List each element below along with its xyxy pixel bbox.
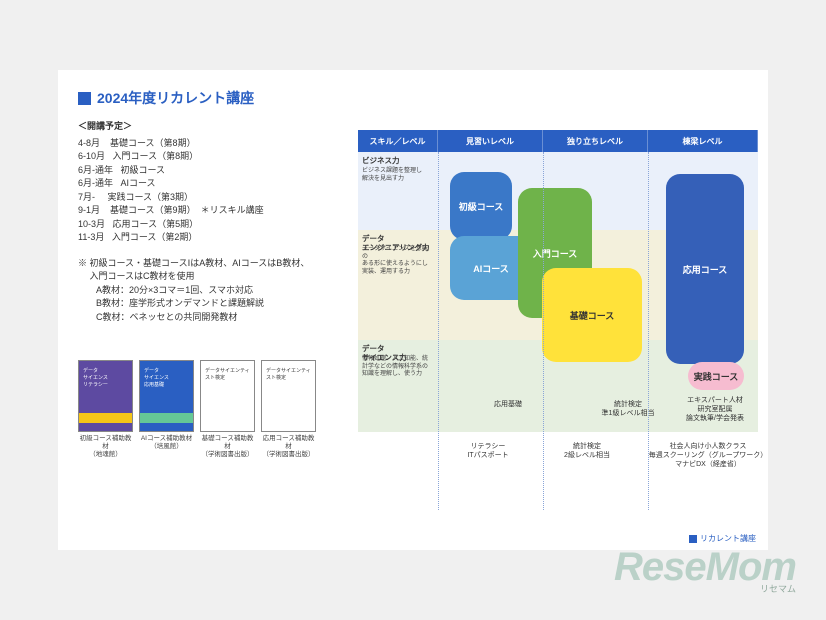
diagram-body: ビジネス力ビジネス課題を整理し 解決を見出す力データ エンジニアリング力データサ… — [358, 152, 758, 510]
book-band — [79, 413, 132, 423]
schedule-list: 4-8月 基礎コース（第8期）6-10月 入門コース（第8期）6月-通年 初級コ… — [78, 137, 348, 245]
book-item: データサイエンティスト検定基礎コース補助教材 （学術図書出版） — [200, 360, 255, 458]
footer-tag: リカレント講座 — [689, 533, 756, 544]
schedule-item: 11-3月 入門コース（第2期） — [78, 231, 348, 245]
footnote-label: エキスパート人材 研究室配属 論文執筆/学会発表 — [674, 396, 756, 423]
book-caption: AIコース補助教材 （培風館） — [139, 435, 194, 451]
book-caption: 初級コース補助教材 （地魂館） — [78, 435, 133, 458]
schedule-item: 10-3月 応用コース（第5期） — [78, 218, 348, 232]
schedule-item: 6-10月 入門コース（第8期） — [78, 150, 348, 164]
course-kiso: 基礎コース — [542, 268, 642, 362]
book-title: データサイエンティスト検定 — [266, 367, 311, 381]
book-caption: 応用コース補助教材 （学術図書出版） — [261, 435, 316, 458]
footnote-label: 統計検定 準1級レベル相当 — [588, 400, 668, 418]
row-desc: ビジネス課題を整理し 解決を見出す力 — [362, 168, 432, 183]
book-item: データサイエンティスト検定応用コース補助教材 （学術図書出版） — [261, 360, 316, 458]
footnote-label: 統計検定 2級レベル相当 — [542, 442, 632, 460]
page: 2024年度リカレント講座 ＜開講予定＞ 4-8月 基礎コース（第8期）6-10… — [58, 70, 768, 550]
materials-note: ※ 初級コース・基礎コースⅠはA教材、AIコースはB教材、 入門コースはC教材を… — [78, 257, 348, 325]
column-header: 見習いレベル — [438, 130, 543, 152]
course-shokyu: 初級コース — [450, 172, 512, 240]
left-column: ＜開講予定＞ 4-8月 基礎コース（第8期）6-10月 入門コース（第8期）6月… — [78, 120, 348, 324]
column-header: 独り立ちレベル — [543, 130, 648, 152]
course-oyo: 応用コース — [666, 174, 744, 364]
schedule-heading: ＜開講予定＞ — [78, 120, 348, 134]
course-jissen: 実践コース — [688, 362, 744, 390]
schedule-item: 6月-通年 AIコース — [78, 177, 348, 191]
book-title: データサイエンティスト検定 — [205, 367, 250, 381]
footnote-label: 社会人向け小人数クラス 毎週スクーリング（グループワーク） マナビDX（経産省） — [648, 442, 768, 469]
book-title: データ サイエンス 応用基礎 — [144, 367, 189, 388]
book-cover: データ サイエンス 応用基礎 — [139, 360, 194, 432]
column-separator — [648, 152, 649, 510]
book-item: データ サイエンス リテラシー初級コース補助教材 （地魂館） — [78, 360, 133, 458]
row-desc: 情報処理、人工知能、統 計学などの情報科学系の 知識を理解し、使う力 — [362, 356, 432, 379]
book-cover: データ サイエンス リテラシー — [78, 360, 133, 432]
row-desc: データサイエンスを意味の ある形に使えるようにし 実装、運用する力 — [362, 246, 432, 276]
schedule-item: 9-1月 基礎コース（第9期） ＊リスキル講座 — [78, 204, 348, 218]
row-label: ビジネス力 — [362, 156, 400, 165]
book-band — [140, 413, 193, 423]
column-separator — [543, 152, 544, 510]
title-text: 2024年度リカレント講座 — [97, 88, 254, 108]
column-separator — [438, 152, 439, 510]
book-item: データ サイエンス 応用基礎 AIコース補助教材 （培風館） — [139, 360, 194, 458]
book-caption: 基礎コース補助教材 （学術図書出版） — [200, 435, 255, 458]
schedule-item: 6月-通年 初級コース — [78, 164, 348, 178]
diagram-headers: スキル／レベル見習いレベル独り立ちレベル棟梁レベル — [358, 130, 758, 152]
book-row: データ サイエンス リテラシー初級コース補助教材 （地魂館）データ サイエンス … — [78, 360, 316, 458]
schedule-item: 4-8月 基礎コース（第8期） — [78, 137, 348, 151]
skill-diagram: スキル／レベル見習いレベル独り立ちレベル棟梁レベル ビジネス力ビジネス課題を整理… — [358, 130, 758, 510]
footer-text: リカレント講座 — [700, 534, 756, 543]
title-bullet — [78, 92, 91, 105]
page-title: 2024年度リカレント講座 — [78, 88, 254, 108]
book-title: データ サイエンス リテラシー — [83, 367, 128, 388]
schedule-item: 7月- 実践コース（第3期） — [78, 191, 348, 205]
footnote-label: リテラシー ITパスポート — [448, 442, 528, 460]
column-header: スキル／レベル — [358, 130, 438, 152]
footnote-label: 応用基礎 — [478, 400, 538, 409]
book-cover: データサイエンティスト検定 — [261, 360, 316, 432]
watermark-sub: リセマム — [760, 582, 796, 595]
book-cover: データサイエンティスト検定 — [200, 360, 255, 432]
column-header: 棟梁レベル — [648, 130, 758, 152]
footer-bullet — [689, 535, 697, 543]
